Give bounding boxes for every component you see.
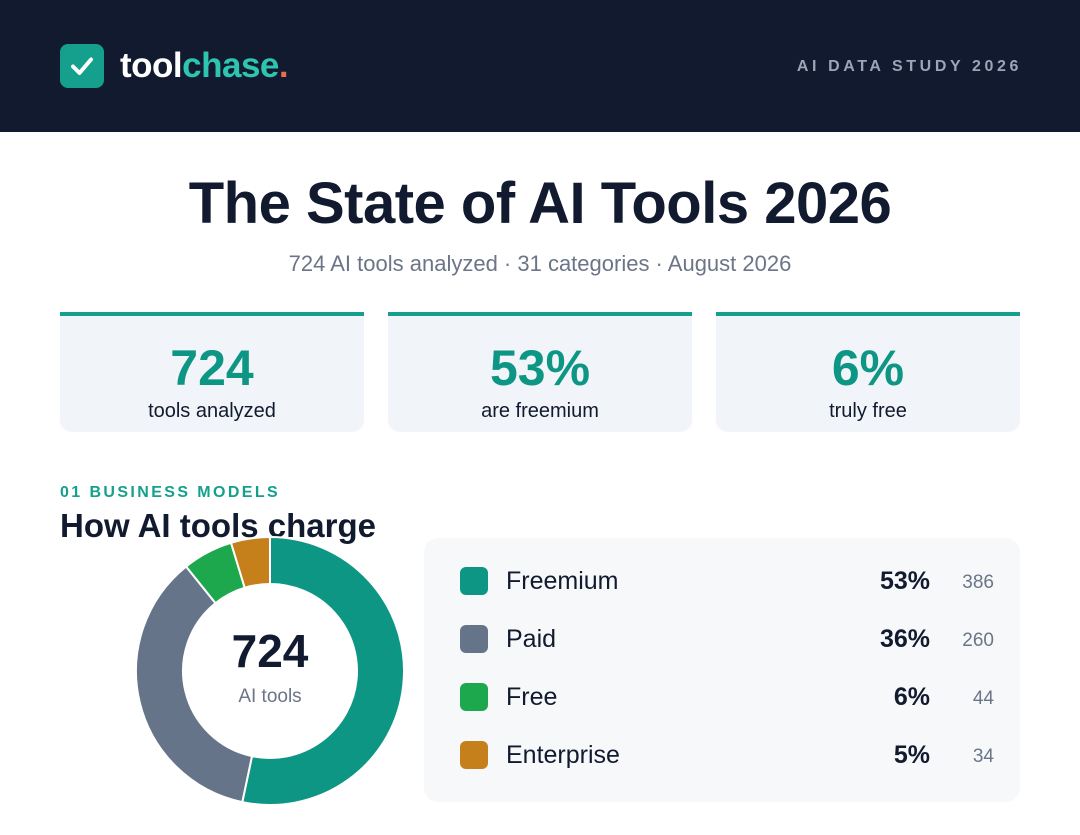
legend-label: Paid	[506, 625, 557, 653]
stat-value: 6%	[831, 340, 905, 396]
legend-item-freemium: Freemium 53% 386	[424, 558, 1020, 598]
legend-item-free: Free 6% 44	[424, 674, 1020, 714]
study-label: AI DATA STUDY 2026	[796, 58, 1022, 75]
logo	[60, 44, 104, 88]
legend-item-paid: Paid 36% 260	[424, 616, 1020, 656]
stat-value: 724	[170, 340, 254, 396]
legend-count: 44	[972, 688, 994, 709]
stat-label: tools analyzed	[148, 400, 276, 422]
legend-percent: 5%	[893, 741, 930, 769]
legend-label: Enterprise	[506, 741, 620, 769]
legend-swatch	[460, 683, 488, 711]
legend-item-enterprise: Enterprise 5% 34	[424, 732, 1020, 772]
donut-center-value: 724	[232, 625, 309, 677]
page-subtitle: 724 AI tools analyzed · 31 categories · …	[288, 251, 792, 276]
donut-center-label: AI tools	[238, 686, 301, 707]
donut-slice-paid	[135, 565, 254, 804]
donut-chart: 724 AI tools	[135, 535, 405, 806]
stat-card-tools: 724 tools analyzed	[60, 312, 364, 432]
header-bar: toolchase. AI DATA STUDY 2026	[0, 0, 1080, 132]
donut-slice-freemium	[241, 535, 405, 806]
legend-label: Free	[506, 683, 558, 711]
legend-count: 386	[962, 572, 994, 593]
legend-swatch	[460, 567, 488, 595]
section-title: How AI tools charge	[60, 507, 376, 544]
legend-percent: 6%	[893, 683, 930, 711]
legend-count: 260	[962, 630, 994, 651]
donut-slice-enterprise	[229, 535, 271, 590]
stat-card-free: 6% truly free	[716, 312, 1020, 432]
page-title: The State of AI Tools 2026	[188, 171, 892, 236]
legend-swatch	[460, 625, 488, 653]
stat-card-freemium: 53% are freemium	[388, 312, 692, 432]
legend-percent: 36%	[879, 625, 930, 653]
brand-name: toolchase.	[120, 44, 289, 88]
check-icon	[71, 57, 93, 75]
legend-swatch	[460, 741, 488, 769]
legend-percent: 53%	[879, 567, 930, 595]
stat-label: truly free	[829, 400, 907, 422]
brand-dot: .	[278, 46, 289, 85]
brand-part-chase: chase	[182, 46, 279, 85]
stat-label: are freemium	[481, 400, 599, 422]
section-label: 01 BUSINESS MODELS	[60, 484, 281, 501]
legend-label: Freemium	[506, 567, 619, 595]
stat-value: 53%	[489, 340, 591, 396]
legend-count: 34	[972, 746, 994, 767]
legend: Freemium 53% 386 Paid 36% 260 Free 6% 44…	[424, 538, 1020, 802]
brand-part-tool: tool	[120, 46, 183, 85]
